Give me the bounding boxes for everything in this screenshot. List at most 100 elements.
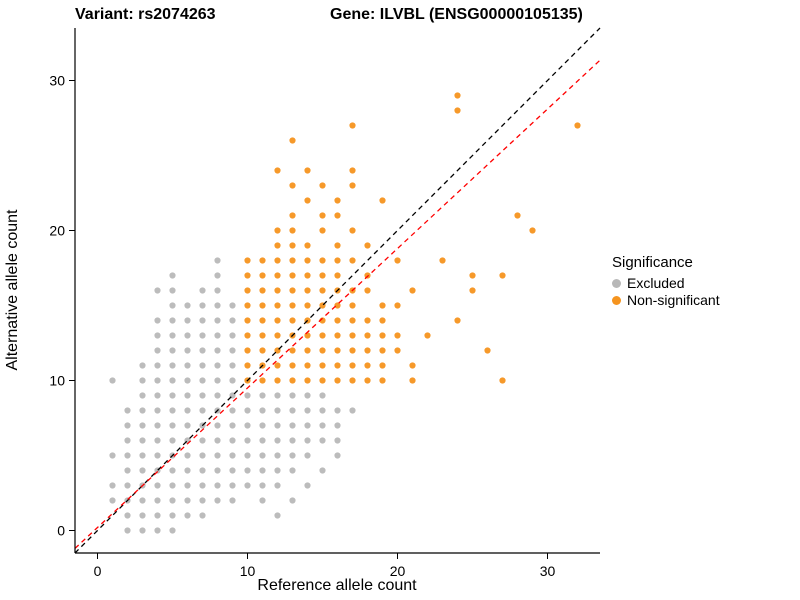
data-point-excluded: [229, 407, 236, 414]
data-point-excluded: [274, 407, 281, 414]
data-point-excluded: [199, 287, 206, 294]
data-point-non-significant: [289, 137, 296, 144]
data-point-excluded: [259, 467, 266, 474]
data-point-excluded: [334, 422, 341, 429]
data-point-non-significant: [334, 332, 341, 339]
data-point-excluded: [169, 332, 176, 339]
data-point-non-significant: [424, 332, 431, 339]
data-point-excluded: [289, 437, 296, 444]
data-point-excluded: [199, 497, 206, 504]
data-point-non-significant: [244, 302, 251, 309]
data-point-excluded: [109, 377, 116, 384]
data-point-non-significant: [274, 227, 281, 234]
data-point-excluded: [274, 482, 281, 489]
data-point-excluded: [334, 452, 341, 459]
data-point-excluded: [139, 407, 146, 414]
data-point-non-significant: [364, 347, 371, 354]
data-point-non-significant: [289, 212, 296, 219]
data-point-non-significant: [364, 287, 371, 294]
data-point-non-significant: [244, 257, 251, 264]
data-point-excluded: [154, 362, 161, 369]
data-point-excluded: [214, 392, 221, 399]
data-point-excluded: [214, 302, 221, 309]
data-point-non-significant: [274, 332, 281, 339]
y-tick-label: 30: [49, 73, 65, 89]
data-point-excluded: [319, 422, 326, 429]
data-point-excluded: [169, 407, 176, 414]
data-point-non-significant: [274, 257, 281, 264]
data-point-non-significant: [379, 317, 386, 324]
data-point-excluded: [214, 257, 221, 264]
data-point-excluded: [289, 452, 296, 459]
data-point-excluded: [244, 437, 251, 444]
data-point-non-significant: [289, 242, 296, 249]
data-point-excluded: [139, 497, 146, 504]
data-point-non-significant: [499, 377, 506, 384]
points-layer: [109, 92, 581, 534]
data-point-excluded: [274, 452, 281, 459]
data-point-excluded: [244, 407, 251, 414]
data-point-excluded: [214, 422, 221, 429]
data-point-excluded: [214, 377, 221, 384]
data-point-excluded: [214, 347, 221, 354]
data-point-excluded: [169, 347, 176, 354]
data-point-non-significant: [319, 212, 326, 219]
data-point-non-significant: [274, 362, 281, 369]
data-point-excluded: [184, 347, 191, 354]
data-point-excluded: [259, 452, 266, 459]
data-point-excluded: [319, 437, 326, 444]
data-point-excluded: [244, 482, 251, 489]
data-point-non-significant: [304, 257, 311, 264]
data-point-excluded: [154, 422, 161, 429]
data-point-non-significant: [364, 332, 371, 339]
data-point-non-significant: [454, 317, 461, 324]
data-point-excluded: [199, 407, 206, 414]
data-point-excluded: [199, 452, 206, 459]
data-point-excluded: [304, 482, 311, 489]
data-point-excluded: [229, 317, 236, 324]
data-point-excluded: [139, 452, 146, 459]
data-point-non-significant: [259, 302, 266, 309]
data-point-non-significant: [364, 242, 371, 249]
data-point-non-significant: [379, 347, 386, 354]
data-point-excluded: [184, 467, 191, 474]
data-point-excluded: [229, 467, 236, 474]
data-point-non-significant: [574, 122, 581, 129]
data-point-excluded: [154, 482, 161, 489]
data-point-excluded: [154, 287, 161, 294]
data-point-excluded: [229, 452, 236, 459]
data-point-non-significant: [379, 362, 386, 369]
data-point-non-significant: [319, 377, 326, 384]
data-point-non-significant: [319, 347, 326, 354]
data-point-non-significant: [379, 377, 386, 384]
y-tick-label: 20: [49, 223, 65, 239]
x-axis-ticks: 0 10 20 30: [94, 553, 555, 579]
data-point-excluded: [244, 467, 251, 474]
data-point-non-significant: [394, 332, 401, 339]
data-point-non-significant: [289, 227, 296, 234]
data-point-non-significant: [349, 227, 356, 234]
data-point-excluded: [184, 362, 191, 369]
data-point-non-significant: [379, 197, 386, 204]
data-point-non-significant: [349, 182, 356, 189]
data-point-excluded: [139, 422, 146, 429]
data-point-non-significant: [259, 287, 266, 294]
data-point-excluded: [214, 437, 221, 444]
data-point-non-significant: [244, 272, 251, 279]
data-point-excluded: [289, 467, 296, 474]
data-point-non-significant: [319, 287, 326, 294]
data-point-excluded: [214, 482, 221, 489]
non-significant-dot-icon: [612, 296, 621, 305]
data-point-non-significant: [274, 317, 281, 324]
data-point-excluded: [139, 392, 146, 399]
data-point-non-significant: [334, 257, 341, 264]
data-point-excluded: [214, 497, 221, 504]
data-point-non-significant: [349, 332, 356, 339]
data-point-non-significant: [289, 272, 296, 279]
data-point-non-significant: [304, 287, 311, 294]
data-point-non-significant: [439, 257, 446, 264]
data-point-non-significant: [304, 242, 311, 249]
reference-lines-layer: [74, 27, 601, 554]
data-point-non-significant: [274, 302, 281, 309]
